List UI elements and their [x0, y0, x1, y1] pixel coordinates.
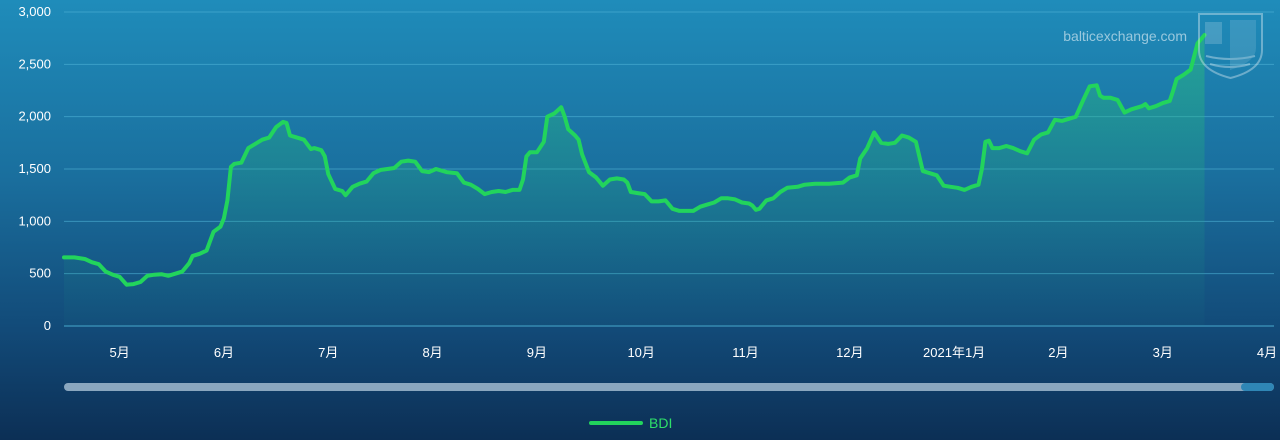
y-tick-label: 2,000: [18, 109, 51, 124]
bdi-area-fill: [64, 35, 1205, 326]
x-tick-label: 10月: [627, 345, 654, 360]
baltic-exchange-logo-icon: [1198, 13, 1263, 80]
scrollbar-track[interactable]: [64, 383, 1274, 391]
x-tick-label: 7月: [318, 345, 338, 360]
legend[interactable]: BDI: [589, 415, 672, 431]
x-tick-label: 8月: [422, 345, 442, 360]
x-tick-label: 6月: [214, 345, 234, 360]
x-tick-label: 11月: [732, 345, 759, 360]
x-tick-label: 4月: [1257, 345, 1277, 360]
x-tick-label: 12月: [836, 345, 863, 360]
legend-label-bdi: BDI: [649, 415, 672, 431]
y-axis-labels: 0 500 1,000 1,500 2,000 2,500 3,000: [18, 4, 51, 333]
scrollbar-thumb[interactable]: [1241, 383, 1274, 391]
y-tick-label: 500: [29, 266, 51, 281]
x-tick-label: 9月: [527, 345, 547, 360]
x-tick-label: 2月: [1048, 345, 1068, 360]
y-tick-label: 1,500: [18, 161, 51, 176]
y-tick-label: 1,000: [18, 213, 51, 228]
bdi-series-line[interactable]: [62, 33, 1207, 287]
x-tick-label: 2021年1月: [923, 345, 985, 360]
y-tick-label: 3,000: [18, 4, 51, 19]
y-tick-label: 2,500: [18, 56, 51, 71]
x-tick-label: 5月: [110, 345, 130, 360]
x-tick-label: 3月: [1153, 345, 1173, 360]
x-axis-labels: 5月 6月 7月 8月 9月 10月 11月 12月 2021年1月 2月 3月 4月: [110, 345, 1278, 360]
y-tick-label: 0: [44, 318, 51, 333]
watermark-text: balticexchange.com: [1063, 28, 1187, 44]
